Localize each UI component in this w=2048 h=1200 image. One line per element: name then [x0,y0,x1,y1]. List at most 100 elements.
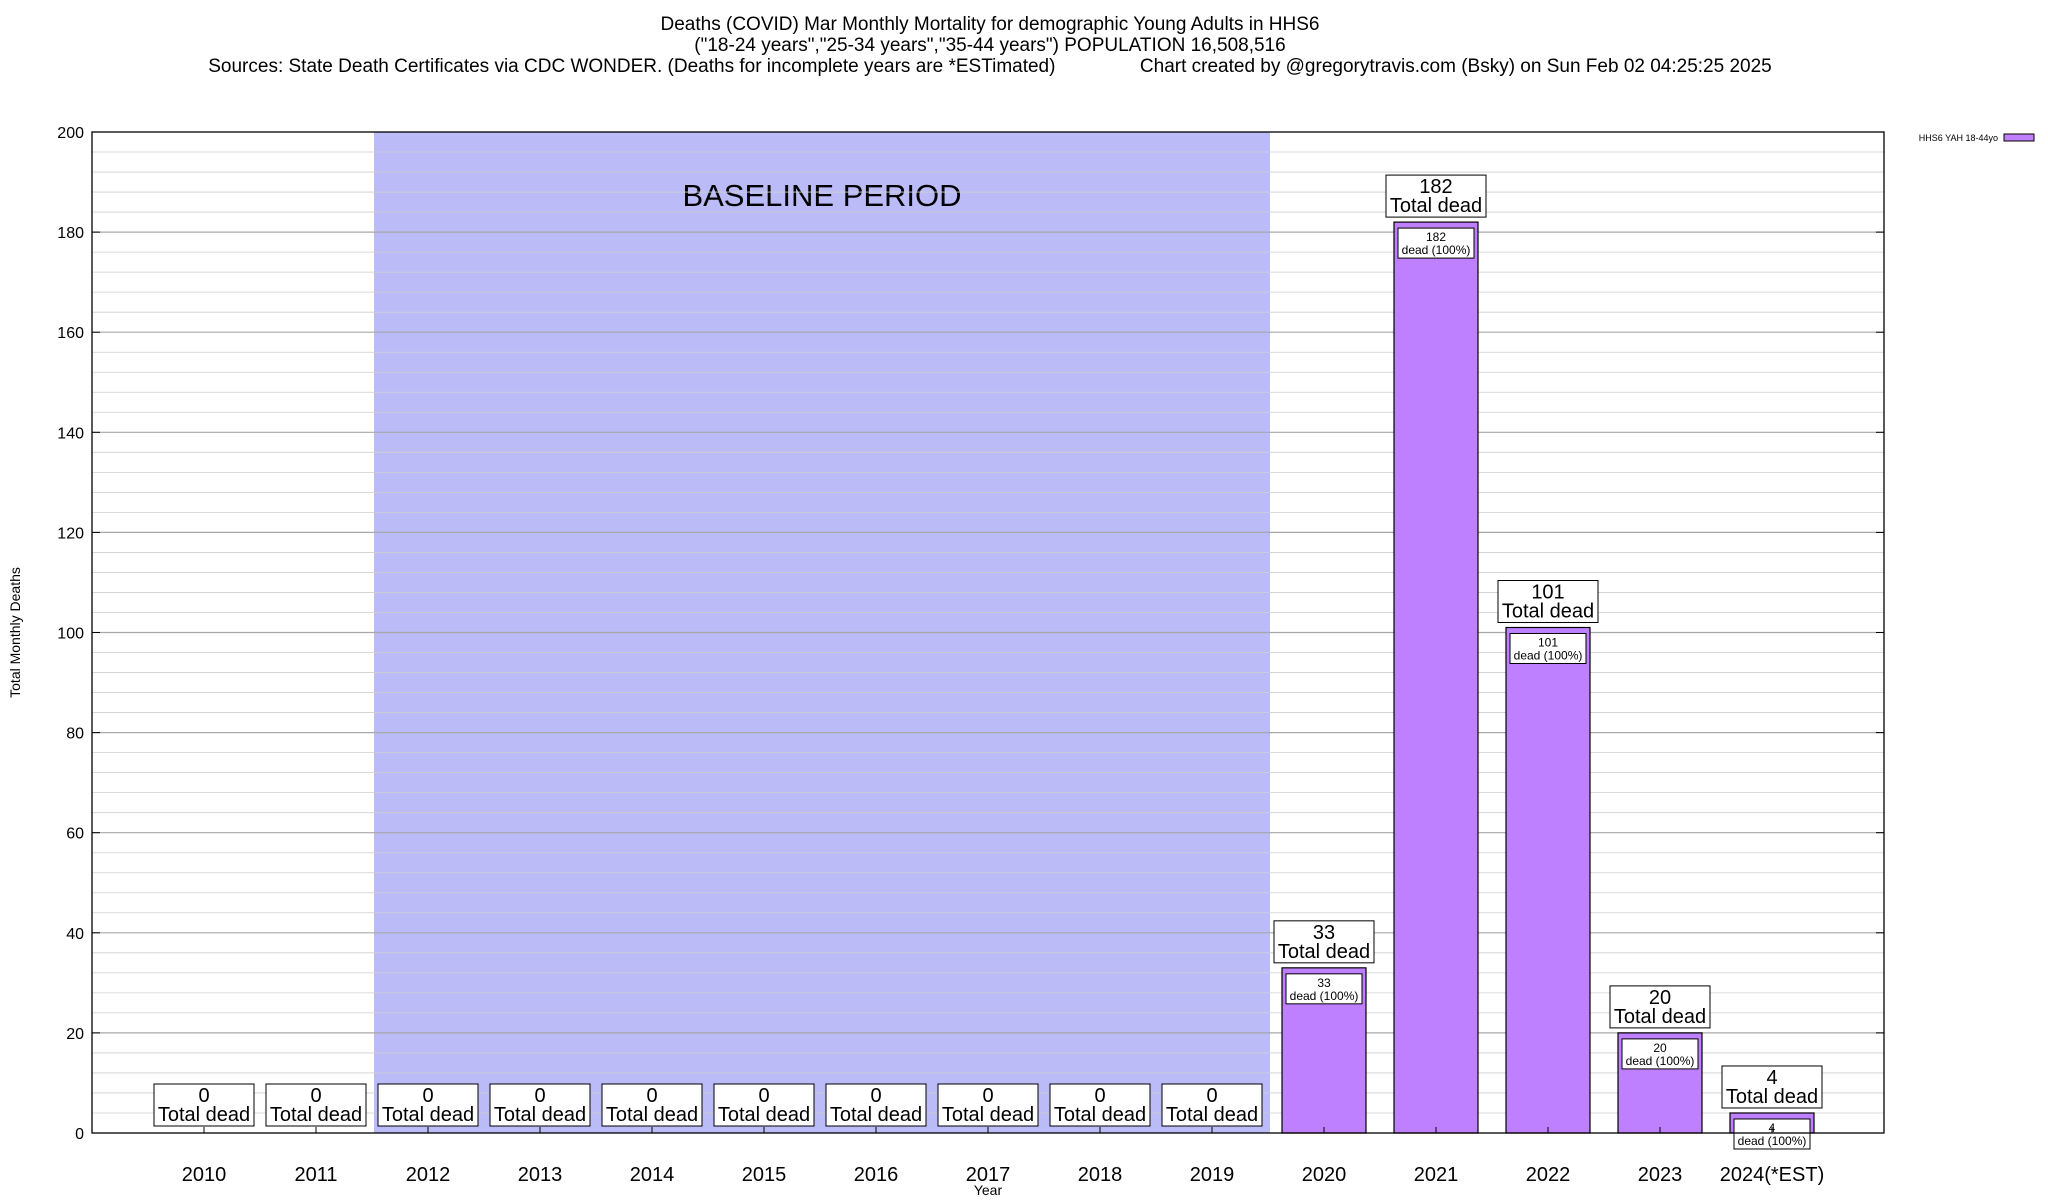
chart-title-line-3: Sources: State Death Certificates via CD… [208,56,1772,77]
total-label-text: Total dead [718,1104,810,1126]
total-label-value: 0 [310,1085,321,1107]
y-tick-label: 100 [57,626,84,643]
total-label-value: 4 [1766,1067,1777,1089]
total-label-value: 20 [1649,987,1671,1009]
total-label-box [1385,174,1487,218]
total-label-value: 0 [758,1085,769,1107]
chart-title-line-2: ("18-24 years","25-34 years","35-44 year… [694,35,1286,56]
total-label-text: Total dead [830,1104,922,1126]
total-label-box [937,1083,1039,1127]
y-tick-label: 180 [57,225,84,242]
total-label-text: Total dead [942,1104,1034,1126]
y-tick-label: 60 [66,826,84,843]
total-label-box [601,1083,703,1127]
y-tick-label: 120 [57,525,84,542]
total-label-box [1497,579,1599,623]
inner-label-text: dead (100%) [1738,1134,1807,1148]
total-label-box [713,1083,815,1127]
total-label-box [1609,985,1711,1029]
x-tick-label-2019: 2019 [1190,1164,1235,1186]
total-label-value: 0 [1094,1085,1105,1107]
inner-label-text: dead (100%) [1290,989,1359,1003]
inner-label-value: 182 [1426,230,1446,244]
inner-label-box [1621,1038,1699,1070]
total-label-box [489,1083,591,1127]
inner-label-value: 33 [1317,976,1331,990]
total-label-text: Total dead [1614,1006,1706,1028]
total-label-box [153,1083,255,1127]
bar-2022 [1505,626,1591,1134]
total-label-value: 0 [870,1085,881,1107]
total-label-text: Total dead [270,1104,362,1126]
x-tick-label-2015: 2015 [742,1164,787,1186]
y-tick-label: 40 [66,926,84,943]
y-tick-label: 20 [66,1026,84,1043]
total-label-value: 0 [646,1085,657,1107]
x-tick-label-2010: 2010 [182,1164,227,1186]
bar-inner-label-2024(*EST): 4dead (100%) [1733,1118,1811,1150]
y-axis-label: Total Monthly Deaths [7,567,23,698]
bar-2021 [1393,221,1479,1134]
total-label-text: Total dead [1054,1104,1146,1126]
total-label-text: Total dead [1166,1104,1258,1126]
total-label-value: 0 [982,1085,993,1107]
x-tick-label-2013: 2013 [518,1164,563,1186]
inner-label-text: dead (100%) [1626,1054,1695,1068]
x-tick-label-2020: 2020 [1302,1164,1347,1186]
total-label-box [1161,1083,1263,1127]
total-label-value: 0 [422,1085,433,1107]
total-label-box [825,1083,927,1127]
x-tick-label-2017: 2017 [966,1164,1011,1186]
inner-label-value: 101 [1538,635,1558,649]
chart-title: Deaths (COVID) Mar Monthly Mortality for… [0,14,1980,77]
y-tick-label: 160 [57,325,84,342]
x-tick-label-2016: 2016 [854,1164,899,1186]
inner-label-box [1285,973,1363,1005]
y-tick-label: 140 [57,425,84,442]
total-label-text: Total dead [158,1104,250,1126]
total-label-box [1721,1065,1823,1109]
y-tick-label: 80 [66,726,84,743]
inner-label-box [1733,1118,1811,1150]
baseline-label: BASELINE PERIOD [682,178,961,213]
legend-swatch [2003,133,2035,142]
x-tick-label-2021: 2021 [1414,1164,1459,1186]
inner-label-text: dead (100%) [1514,648,1583,662]
y-tick-label: 0 [75,1126,84,1143]
total-label-box [1049,1083,1151,1127]
total-label-text: Total dead [494,1104,586,1126]
inner-label-box [1397,227,1475,259]
total-label-box [377,1083,479,1127]
x-tick-label-2011: 2011 [294,1164,337,1186]
total-label-box [265,1083,367,1127]
total-label-text: Total dead [1278,941,1370,963]
total-label-value: 0 [198,1085,209,1107]
inner-label-box [1509,632,1587,664]
x-tick-label-2022: 2022 [1526,1164,1571,1186]
y-tick-label: 200 [57,125,84,142]
inner-label-text: dead (100%) [1402,243,1471,257]
total-label-text: Total dead [1726,1086,1818,1108]
chart-title-line-1: Deaths (COVID) Mar Monthly Mortality for… [660,14,1320,35]
total-label-text: Total dead [1502,600,1594,622]
total-label-value: 101 [1531,581,1564,603]
total-label-value: 33 [1313,922,1335,944]
total-label-value: 182 [1419,176,1452,198]
x-tick-label-2018: 2018 [1078,1164,1123,1186]
total-label-value: 0 [1206,1085,1217,1107]
